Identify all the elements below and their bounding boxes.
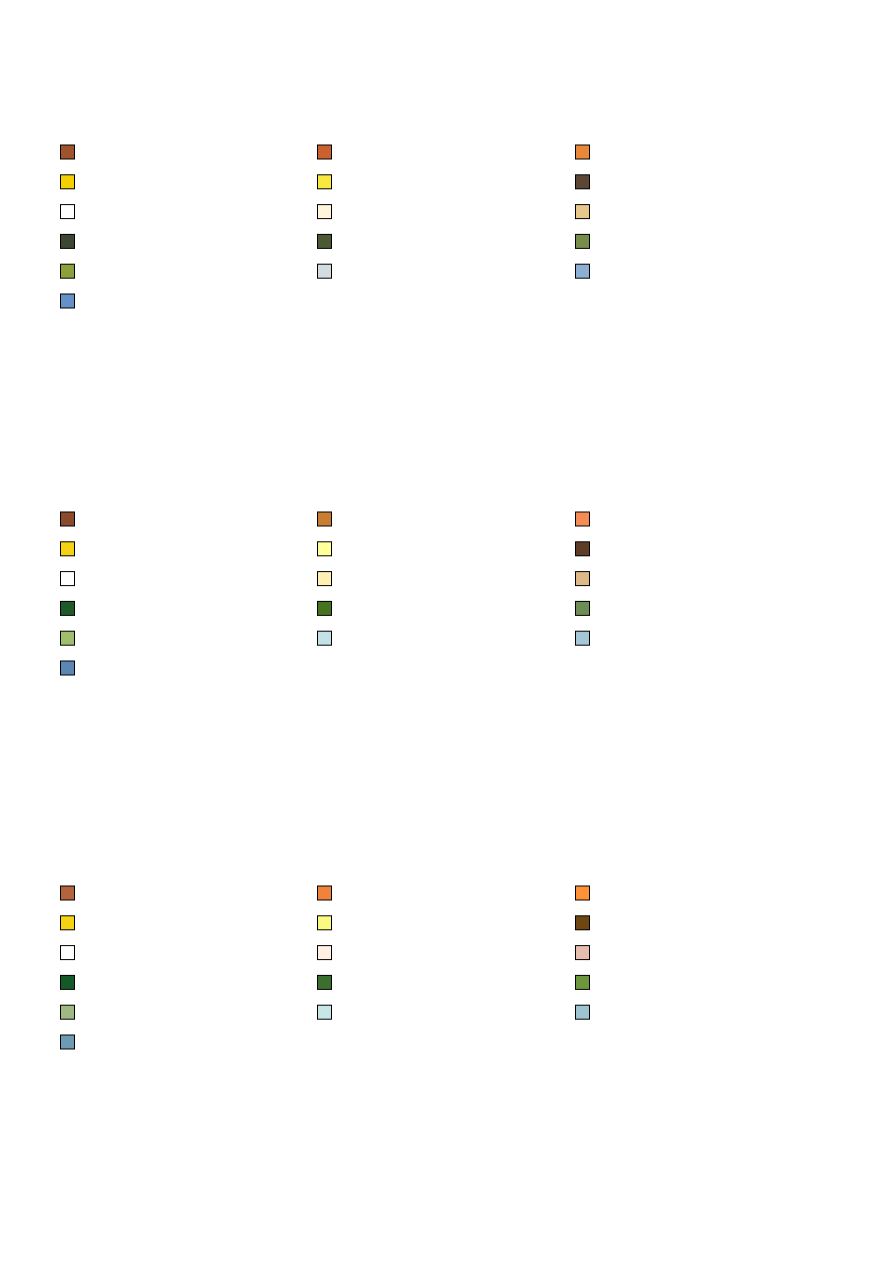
color-swatch [317,915,332,931]
palette [60,885,590,1050]
color-swatch [60,233,75,249]
color-swatch [575,174,590,190]
color-swatch [60,660,75,676]
color-swatch [575,974,590,990]
color-swatch [317,885,332,901]
color-swatch [60,174,75,190]
color-swatch [575,600,590,616]
color-swatch [317,263,332,279]
color-swatch [575,630,590,646]
color-swatch [60,511,75,527]
color-swatch [575,915,590,931]
color-swatch [575,144,590,160]
color-swatch [317,1004,332,1020]
palette [60,144,590,309]
color-swatch [60,293,75,309]
color-swatch [575,263,590,279]
color-swatch [575,511,590,527]
color-swatch [60,630,75,646]
color-swatch [575,1004,590,1020]
color-swatch [60,571,75,587]
color-swatch [317,204,332,220]
color-swatch [60,915,75,931]
color-swatch [575,204,590,220]
color-swatch [60,204,75,220]
palette [60,511,590,676]
color-swatch [575,541,590,557]
color-swatch [575,571,590,587]
color-swatch [60,1034,75,1050]
color-swatch [317,974,332,990]
color-swatch [317,174,332,190]
color-swatch [317,511,332,527]
color-swatch [317,630,332,646]
color-swatch [317,571,332,587]
color-swatch [575,945,590,961]
color-swatch [317,600,332,616]
color-swatch [60,974,75,990]
color-swatch [317,541,332,557]
color-swatch [317,233,332,249]
color-swatch [60,541,75,557]
color-swatch [317,144,332,160]
color-swatch [317,945,332,961]
color-swatch [60,144,75,160]
color-swatch [60,263,75,279]
color-swatch [60,945,75,961]
color-swatch [575,233,590,249]
color-swatch [60,600,75,616]
color-swatch [60,885,75,901]
color-swatch [60,1004,75,1020]
color-swatch [575,885,590,901]
